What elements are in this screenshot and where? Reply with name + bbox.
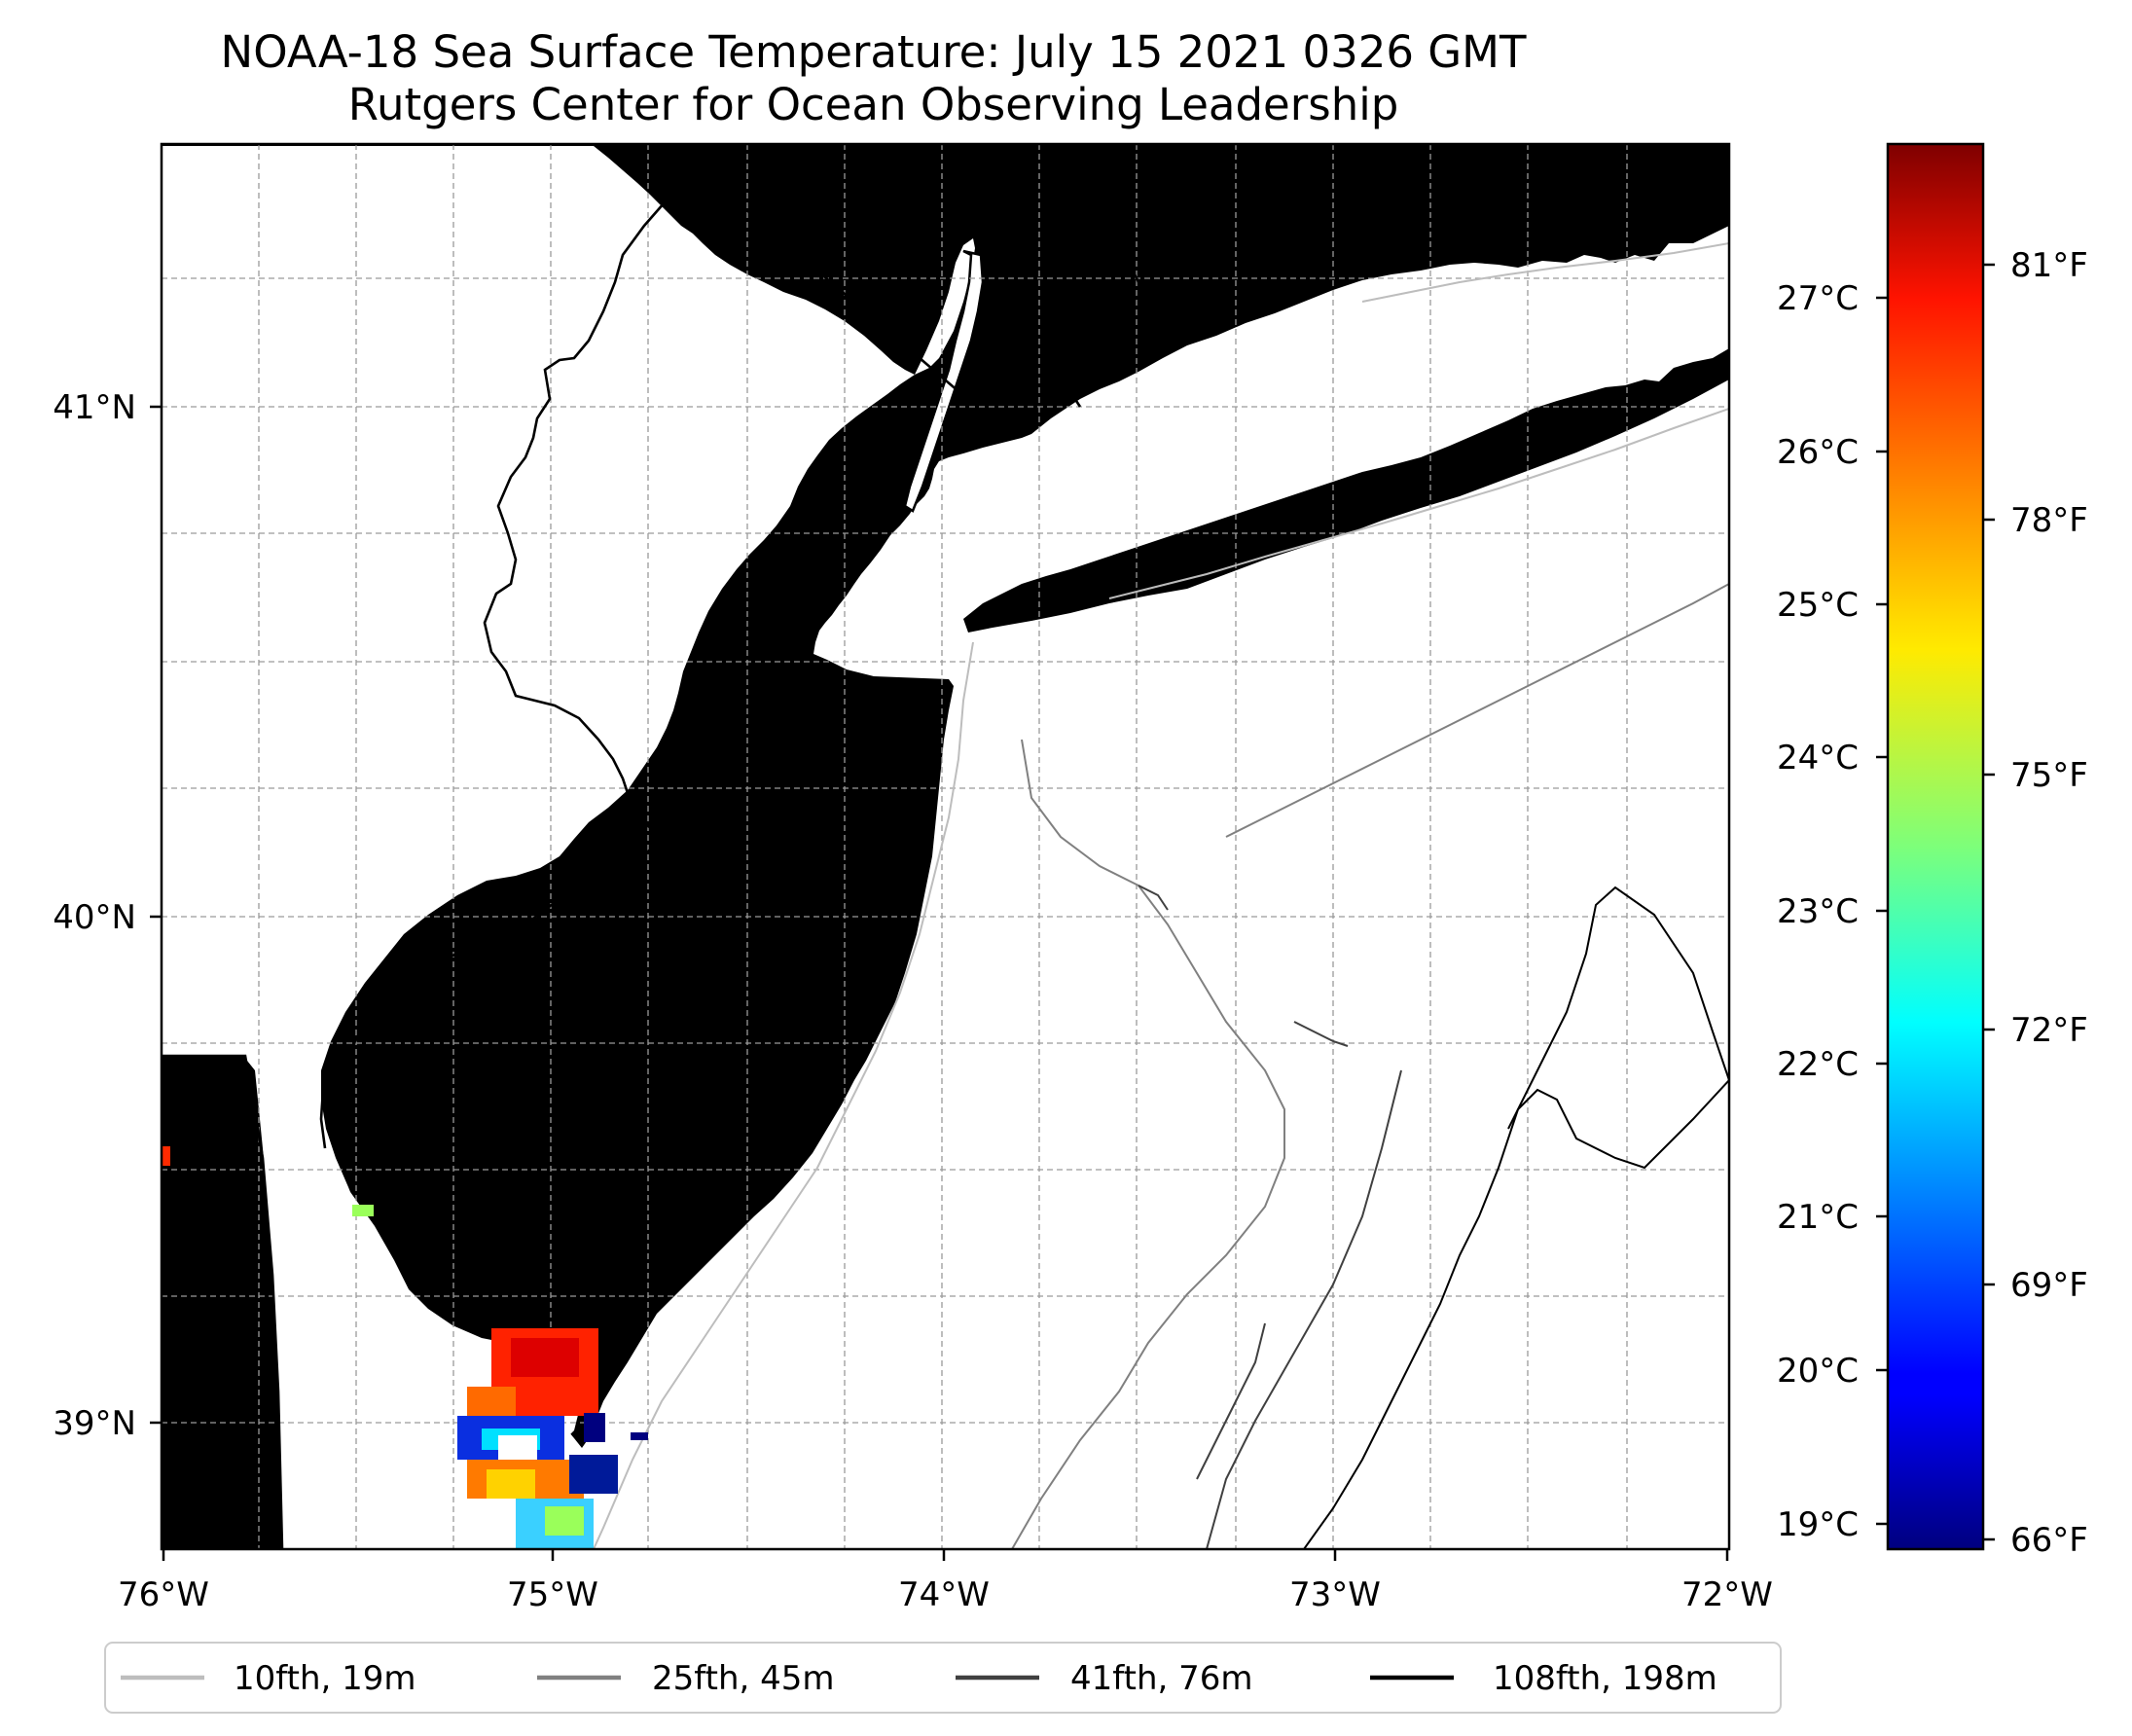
land-mainland	[162, 144, 1729, 1448]
celsius-tick-label: 21°C	[1777, 1198, 1859, 1237]
contour-41fth	[1138, 885, 1402, 1549]
map-title: NOAA-18 Sea Surface Temperature: July 15…	[220, 26, 1527, 78]
lat-label: 40°N	[53, 898, 136, 937]
lat-label: 39°N	[53, 1404, 136, 1443]
celsius-tick-label: 25°C	[1777, 586, 1859, 625]
fahrenheit-tick-label: 69°F	[2010, 1266, 2088, 1305]
celsius-tick-label: 22°C	[1777, 1045, 1859, 1084]
legend: 10fth, 19m 25fth, 45m 41fth, 76m 108fth,…	[104, 1642, 1782, 1714]
land-staten-island	[993, 592, 1041, 621]
sst-data-overlay	[162, 1146, 648, 1549]
celsius-tick-label: 20°C	[1777, 1352, 1859, 1391]
map-subtitle: Rutgers Center for Ocean Observing Leade…	[347, 79, 1399, 130]
celsius-ticks	[1876, 296, 1888, 1526]
fahrenheit-ticks	[1983, 263, 1995, 1541]
land-long-island	[963, 348, 1729, 633]
lon-label: 73°W	[1289, 1575, 1381, 1614]
celsius-tick-label: 24°C	[1777, 739, 1859, 778]
colorbar	[1886, 142, 1985, 1551]
fahrenheit-tick-label: 81°F	[2010, 246, 2088, 285]
celsius-tick-label: 27°C	[1777, 279, 1859, 318]
lon-label: 72°W	[1681, 1575, 1773, 1614]
borders	[162, 144, 1145, 1549]
map-panel	[162, 144, 1729, 1549]
fahrenheit-tick-label: 72°F	[2010, 1011, 2088, 1050]
contour-108fth	[1303, 886, 1729, 1549]
celsius-tick-label: 23°C	[1777, 892, 1859, 931]
land-delmarva	[162, 1056, 282, 1549]
map-frame	[160, 142, 1731, 1551]
lon-label: 76°W	[118, 1575, 209, 1614]
fahrenheit-tick-label: 66°F	[2010, 1521, 2088, 1560]
celsius-tick-label: 26°C	[1777, 433, 1859, 472]
legend-box	[104, 1642, 1782, 1714]
lat-label: 41°N	[53, 388, 136, 427]
fahrenheit-tick-label: 75°F	[2010, 756, 2088, 795]
celsius-tick-label: 19°C	[1777, 1505, 1859, 1544]
legend-label: 10fth, 19m	[234, 1659, 416, 1698]
axis-ticks	[150, 405, 1729, 1561]
legend-label: 108fth, 198m	[1493, 1659, 1717, 1698]
contour-25fth	[1011, 583, 1729, 1549]
contour-10fth	[593, 242, 1729, 1549]
lon-label: 74°W	[898, 1575, 990, 1614]
hudson-river	[903, 249, 985, 513]
lon-label: 75°W	[507, 1575, 598, 1614]
fahrenheit-tick-label: 78°F	[2010, 501, 2088, 540]
legend-label: 25fth, 45m	[652, 1659, 835, 1698]
legend-label: 41fth, 76m	[1070, 1659, 1253, 1698]
